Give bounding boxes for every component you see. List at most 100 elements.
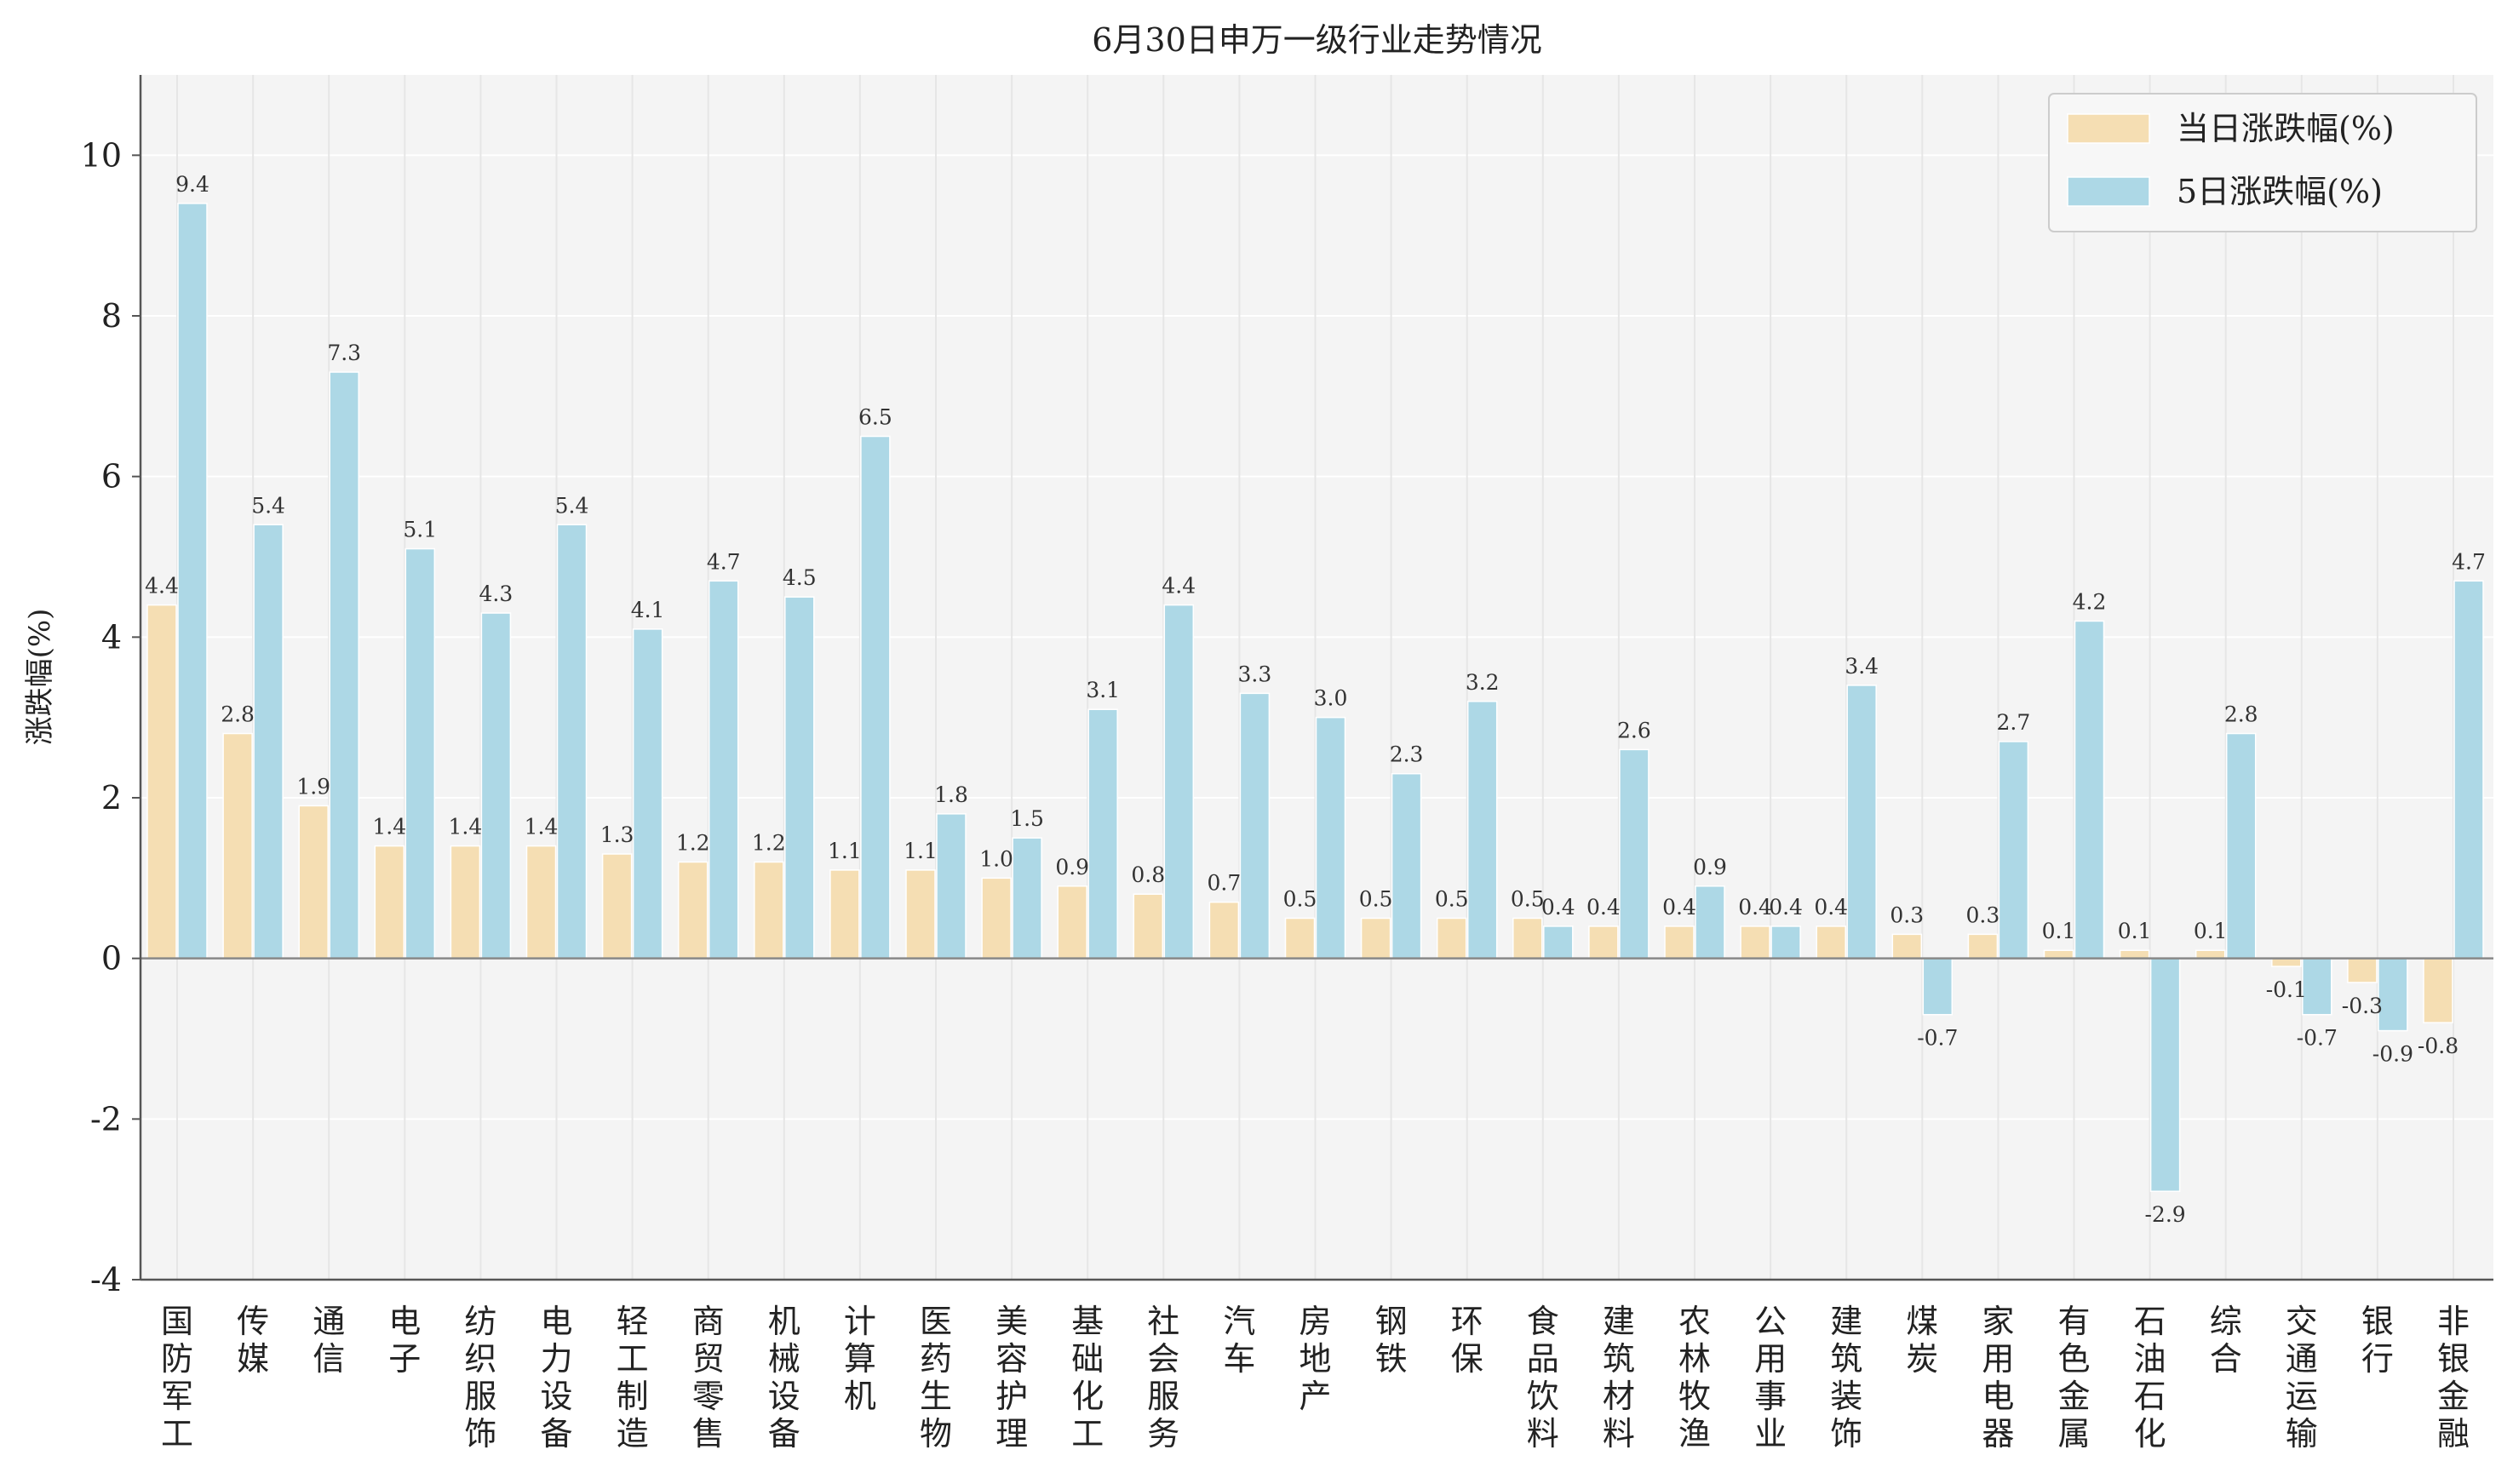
bar-series-2 xyxy=(936,813,967,960)
data-label: 4.7 xyxy=(707,549,741,574)
bar-series-2 xyxy=(2225,732,2257,960)
x-tick-label: 国防军工 xyxy=(161,1303,193,1452)
data-label: 0.9 xyxy=(1693,855,1727,880)
bar-series-1 xyxy=(2043,949,2074,960)
bar-series-2 xyxy=(1163,604,1195,960)
data-label: 4.2 xyxy=(2073,589,2107,614)
bar-series-2 xyxy=(860,435,891,960)
data-label: 1.1 xyxy=(904,839,938,863)
data-label: 0.4 xyxy=(1662,895,1696,920)
data-label: 0.7 xyxy=(1208,871,1242,896)
x-tick-label: 石油石化 xyxy=(2134,1303,2166,1452)
bar-series-1 xyxy=(1133,893,1164,960)
bar-series-2 xyxy=(1543,925,1574,960)
data-label: 0.4 xyxy=(1769,895,1803,920)
data-labels: 4.4 2.8 1.9 1.4 1.4 1.4 1.3 1.2 1.2 1.1 1.1 1.0 0.9 0… xyxy=(145,172,2486,1227)
data-label: 2.8 xyxy=(2224,702,2258,727)
bar-series-2 xyxy=(1012,837,1042,960)
x-tick-label: 农林牧渔 xyxy=(1678,1303,1711,1452)
legend: 当日涨跌幅(%) 5日涨跌幅(%) xyxy=(2048,93,2477,232)
data-label: 0.5 xyxy=(1359,887,1393,912)
data-label: 6.5 xyxy=(858,405,892,430)
data-label: 3.0 xyxy=(1314,686,1348,711)
data-label: 1.9 xyxy=(296,774,330,799)
bar-series-2 xyxy=(1922,957,1954,1016)
bar-series-2 xyxy=(480,612,512,960)
bar-series-2 xyxy=(784,596,815,960)
bar-series-1 xyxy=(1057,885,1087,960)
bar-series-2 xyxy=(2453,580,2484,960)
x-tick-label: 钢铁 xyxy=(1375,1303,1408,1378)
bar-series-2 xyxy=(2149,957,2181,1192)
bar-series-1 xyxy=(1436,917,1467,960)
bar-series-1 xyxy=(1816,925,1846,960)
x-tick-label: 银行 xyxy=(2361,1303,2394,1378)
bar-series-1 xyxy=(2195,949,2226,960)
x-tick-label: 交通运输 xyxy=(2286,1303,2318,1452)
x-tick-label: 建筑装饰 xyxy=(1830,1303,1862,1452)
data-label: 1.4 xyxy=(449,815,483,839)
bar-series-2 xyxy=(253,524,284,960)
data-label: 0.4 xyxy=(1738,895,1772,920)
data-label: 0.5 xyxy=(1435,887,1469,912)
x-tick-label: 煤炭 xyxy=(1906,1303,1938,1378)
data-label: 0.4 xyxy=(1586,895,1621,920)
data-label: 1.1 xyxy=(828,839,862,863)
data-label: -0.7 xyxy=(2297,1026,2338,1051)
bar-series-2 xyxy=(177,203,208,960)
x-tick-label: 非银金融 xyxy=(2437,1303,2470,1452)
bar-series-1 xyxy=(1208,901,1240,960)
bar-series-2 xyxy=(1315,716,1346,960)
bar-series-1 xyxy=(525,845,557,960)
data-label: 1.4 xyxy=(525,815,559,839)
data-label: -0.7 xyxy=(1917,1026,1958,1051)
y-tick-label: 6 xyxy=(101,458,122,496)
bar-series-2 xyxy=(708,580,739,960)
bar-series-2 xyxy=(2378,957,2408,1032)
x-tick-label: 综合 xyxy=(2210,1303,2242,1378)
x-tick-label: 计算机 xyxy=(844,1303,876,1415)
data-label: 3.3 xyxy=(1238,662,1272,686)
x-tick-label: 公用事业 xyxy=(1754,1303,1787,1452)
bar-series-1 xyxy=(2271,957,2302,967)
y-axis-label: 涨跌幅(%) xyxy=(23,609,57,746)
bar-series-1 xyxy=(298,805,329,960)
bar-series-2 xyxy=(1087,708,1118,960)
legend-swatch xyxy=(2067,113,2150,144)
data-label: -0.3 xyxy=(2342,994,2383,1018)
bar-series-1 xyxy=(1512,917,1543,960)
bar-series-1 xyxy=(1588,925,1619,960)
bar-series-1 xyxy=(1740,925,1770,960)
bar-series-2 xyxy=(556,524,588,960)
data-label: 5.4 xyxy=(555,493,589,518)
data-label: 0.4 xyxy=(1541,895,1575,920)
data-label: 5.4 xyxy=(251,493,285,518)
data-label: 7.3 xyxy=(327,341,361,365)
bar-series-1 xyxy=(1664,925,1695,960)
x-tick-label: 传媒 xyxy=(237,1303,269,1378)
data-label: 0.3 xyxy=(1890,902,1924,927)
data-label: 1.0 xyxy=(979,846,1013,871)
x-tick-label: 商贸零售 xyxy=(692,1303,725,1452)
data-label: 1.2 xyxy=(752,830,786,855)
bar-series-2 xyxy=(1239,692,1271,960)
x-tick-label: 汽车 xyxy=(1223,1303,1255,1378)
bar-series-2 xyxy=(1846,685,1877,960)
y-tick-label: -4 xyxy=(90,1261,122,1298)
bar-series-1 xyxy=(981,877,1012,960)
bar-series-1 xyxy=(2423,957,2453,1023)
y-tick-label: 10 xyxy=(81,136,122,174)
data-label: 4.1 xyxy=(631,598,665,622)
legend-swatch xyxy=(2067,176,2150,207)
legend-label: 5日涨跌幅(%) xyxy=(2177,173,2383,210)
data-label: 0.5 xyxy=(1511,887,1545,912)
y-tick-label: 2 xyxy=(101,779,122,816)
x-tick-label: 房地产 xyxy=(1299,1303,1331,1415)
bar-series-1 xyxy=(222,732,253,960)
data-label: 2.7 xyxy=(1997,710,2031,735)
data-label: 9.4 xyxy=(175,172,209,197)
bar-series-1 xyxy=(146,604,177,960)
bar-series-2 xyxy=(329,371,359,960)
bar-series-1 xyxy=(829,869,860,960)
data-label: 1.2 xyxy=(676,830,710,855)
